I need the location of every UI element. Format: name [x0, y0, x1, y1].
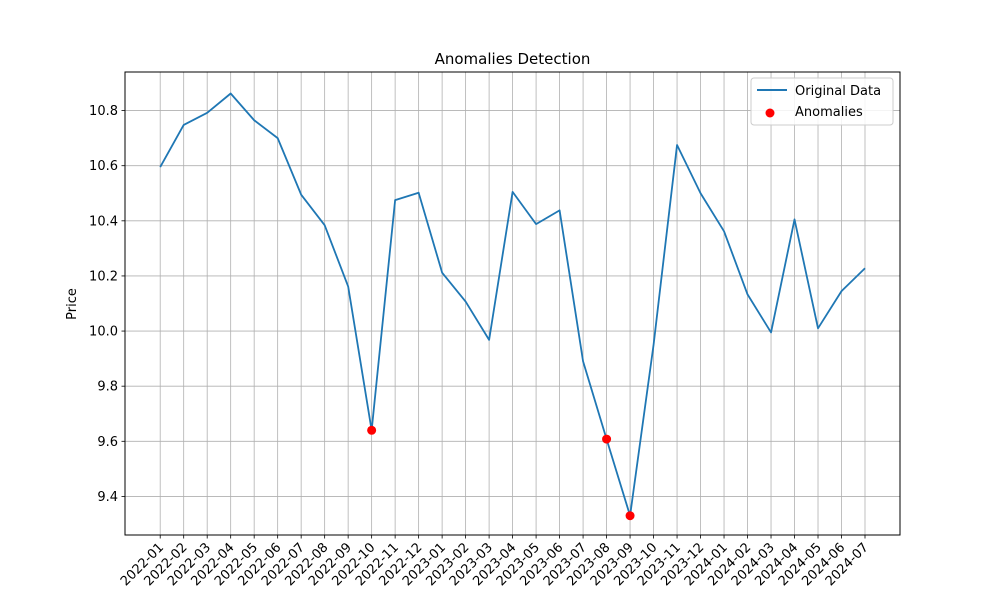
data-point — [651, 342, 656, 347]
y-tick-label: 9.6 — [97, 435, 118, 450]
data-point — [393, 198, 398, 203]
data-point — [769, 330, 774, 335]
grid — [125, 72, 900, 535]
data-point — [299, 192, 304, 197]
data-point — [158, 165, 163, 170]
x-axis: 2022-012022-022022-032022-042022-052022-… — [118, 535, 872, 589]
data-point — [510, 189, 515, 194]
data-point — [322, 223, 327, 228]
legend: Original Data Anomalies — [750, 77, 894, 126]
data-point — [698, 191, 703, 196]
y-axis-label: Price — [65, 288, 80, 320]
data-point — [792, 217, 797, 222]
data-point — [252, 118, 257, 123]
data-point — [722, 229, 727, 234]
data-point — [557, 208, 562, 213]
y-tick-label: 10.2 — [89, 269, 118, 284]
data-point — [863, 266, 868, 271]
data-point — [440, 270, 445, 275]
y-tick-label: 9.8 — [97, 380, 118, 395]
series-line-original-data — [159, 92, 866, 517]
data-point — [463, 299, 468, 304]
anomaly-point — [625, 511, 635, 521]
data-point — [346, 284, 351, 289]
y-tick-label: 10.8 — [89, 104, 118, 119]
anomaly-point — [602, 434, 612, 444]
data-point — [275, 136, 280, 141]
y-tick-label: 10.6 — [89, 159, 118, 174]
y-tick-label: 10.0 — [89, 325, 118, 340]
legend-label-anomalies: Anomalies — [795, 105, 863, 120]
data-point — [839, 289, 844, 294]
legend-dot-swatch — [765, 108, 775, 118]
y-axis: 9.4 9.6 9.8 10.0 10.2 10.4 10.6 10.8 — [89, 104, 125, 505]
data-point — [745, 292, 750, 297]
plot-series — [158, 91, 868, 521]
data-point — [228, 91, 233, 96]
data-point — [181, 122, 186, 127]
data-point — [205, 110, 210, 115]
data-point — [581, 359, 586, 364]
data-point — [416, 190, 421, 195]
y-tick-label: 9.4 — [97, 490, 118, 505]
data-point — [675, 143, 680, 148]
data-point — [816, 326, 821, 331]
anomaly-point — [367, 425, 377, 435]
legend-label-original-data: Original Data — [795, 84, 881, 99]
chart-title: Anomalies Detection — [435, 50, 591, 68]
data-point — [534, 222, 539, 227]
y-tick-label: 10.4 — [89, 214, 118, 229]
data-point — [487, 337, 492, 342]
